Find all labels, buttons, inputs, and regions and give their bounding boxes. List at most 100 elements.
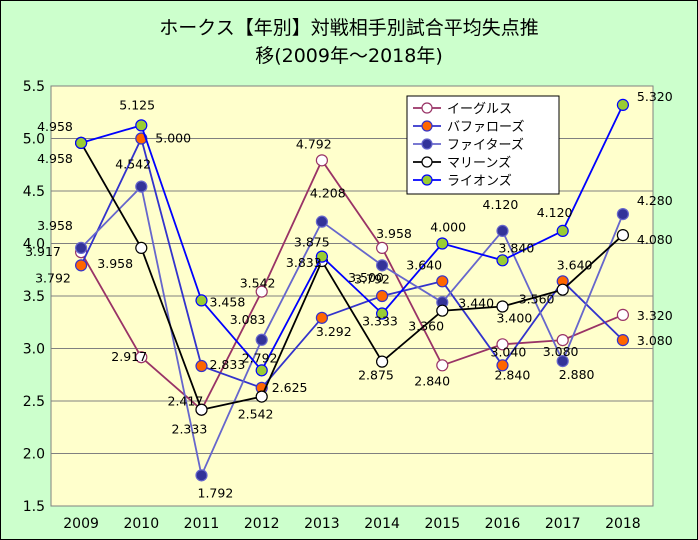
data-label: 4.542: [115, 157, 151, 172]
data-label: 3.292: [316, 324, 352, 339]
data-point: [74, 259, 88, 272]
data-point: [376, 241, 389, 255]
data-point: [376, 259, 389, 272]
x-axis-ticks: 2009 2010 2011 2012 2013 2014 2015 2016 2017 2018: [63, 516, 640, 532]
x-tick-label: 2010: [123, 516, 159, 532]
data-label: 3.080: [637, 333, 673, 348]
data-label: 4.958: [37, 151, 73, 166]
data-point: [556, 283, 569, 296]
data-point: [436, 304, 449, 317]
data-point: [255, 285, 268, 298]
data-point: [255, 333, 268, 346]
data-point: [616, 308, 630, 321]
legend-label: マリーンズ: [447, 155, 511, 171]
data-point: [436, 275, 449, 288]
data-label: 2.542: [238, 407, 274, 422]
x-tick-label: 2012: [244, 516, 280, 532]
data-label: 2.880: [559, 367, 595, 382]
data-point: [376, 307, 389, 320]
y-tick-label: 2.0: [23, 447, 45, 463]
data-label: 3.080: [543, 344, 579, 359]
data-point: [135, 180, 148, 193]
series-line: [80, 142, 624, 411]
x-tick-label: 2017: [545, 516, 581, 532]
legend-label: イーグルス: [447, 102, 512, 117]
series-line: [80, 135, 624, 389]
x-tick-label: 2011: [184, 516, 220, 532]
data-label: 1.792: [198, 485, 234, 500]
data-label: 2.792: [242, 350, 278, 365]
data-point: [315, 215, 328, 228]
data-point: [496, 300, 509, 313]
x-tick-label: 2016: [485, 516, 521, 532]
y-tick-label: 4.0: [23, 237, 45, 253]
data-label: 3.958: [37, 218, 73, 233]
y-tick-label: 5.5: [23, 79, 45, 95]
legend-item: バファローズ: [413, 119, 524, 135]
data-point: [255, 364, 268, 377]
series-5: [74, 98, 630, 377]
data-point: [315, 154, 328, 167]
legend-marker: [421, 156, 433, 168]
data-point: [496, 254, 509, 267]
legend-label: ライオンズ: [447, 173, 512, 189]
data-label: 2.917: [111, 349, 147, 364]
data-label: 4.280: [637, 193, 673, 208]
data-point: [616, 334, 630, 347]
data-label: 2.875: [358, 368, 394, 383]
y-tick-label: 4.5: [23, 184, 45, 200]
data-label: 3.360: [408, 319, 444, 334]
data-point: [556, 224, 569, 237]
data-label: 5.000: [155, 131, 191, 146]
data-label: 2.833: [210, 357, 246, 372]
data-label: 3.833: [286, 255, 322, 270]
data-point: [496, 359, 509, 372]
data-label: 4.958: [37, 119, 73, 134]
x-tick-label: 2018: [605, 516, 641, 532]
y-axis-ticks: 1.5 2.0 2.5 3.0 3.5 4.0 4.5 5.0 5.5: [23, 79, 45, 515]
chart-title-line2: 移(2009年～2018年): [255, 45, 443, 67]
data-label: 3.040: [491, 344, 527, 359]
y-tick-label: 3.5: [23, 289, 45, 305]
data-point: [376, 355, 389, 368]
legend-item: イーグルス: [413, 102, 512, 117]
data-point: [74, 136, 88, 150]
data-point: [195, 403, 208, 416]
data-point: [135, 351, 148, 364]
data-label: 3.400: [497, 311, 533, 326]
data-label: 3.640: [406, 257, 442, 272]
data-label: 3.640: [557, 257, 593, 272]
data-point: [616, 98, 630, 112]
data-point: [315, 250, 328, 263]
legend-label: ファイターズ: [447, 137, 524, 153]
data-point: [135, 119, 148, 132]
data-label: 2.840: [495, 367, 531, 382]
x-tick-label: 2014: [364, 516, 400, 532]
data-point: [556, 355, 569, 368]
data-labels: 3.917 2.917 2.417 3.542 4.792 3.958 2.840 3.040…: [25, 89, 673, 500]
data-label: 3.875: [294, 235, 330, 250]
x-tick-label: 2015: [424, 516, 460, 532]
series-group: [74, 98, 630, 482]
data-point: [436, 237, 449, 250]
y-tick-label: 1.5: [23, 499, 45, 515]
legend-marker: [421, 138, 433, 150]
series-line: [80, 104, 624, 372]
data-label: 2.417: [168, 394, 204, 409]
data-point: [616, 229, 630, 242]
data-label: 4.792: [296, 136, 332, 151]
data-point: [556, 334, 569, 347]
y-tick-label: 3.0: [23, 342, 45, 358]
data-label: 3.320: [637, 308, 673, 323]
data-label: 4.120: [483, 197, 519, 212]
data-label: 3.500: [348, 270, 384, 285]
data-point: [135, 241, 148, 255]
legend-item: ファイターズ: [413, 137, 524, 153]
data-point: [496, 338, 509, 351]
legend-marker: [421, 120, 433, 132]
data-label: 3.083: [230, 312, 266, 327]
data-label: 2.625: [272, 380, 308, 395]
x-tick-label: 2009: [63, 516, 99, 532]
